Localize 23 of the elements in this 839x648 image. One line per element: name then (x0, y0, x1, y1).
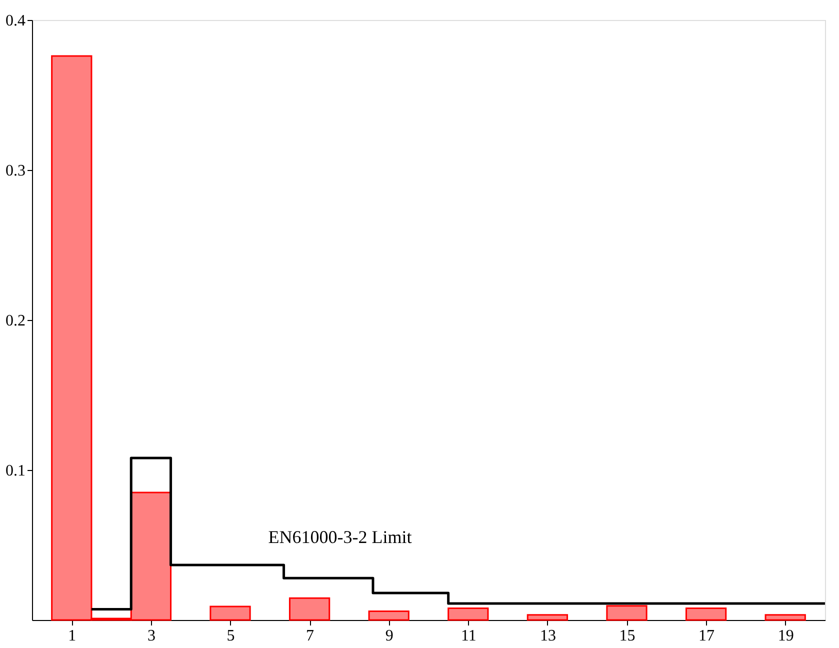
x-tick-label: 7 (306, 628, 314, 644)
x-tick-label: 3 (147, 628, 156, 644)
x-tick-label: 13 (540, 628, 556, 644)
x-tick-label: 15 (619, 628, 636, 644)
bar (764, 614, 806, 621)
bar (606, 605, 648, 621)
x-tick-label: 9 (385, 628, 394, 644)
bar (526, 614, 568, 621)
x-tick-label: 1 (68, 628, 76, 644)
x-tick-label: 17 (698, 628, 715, 644)
x-tick-label: 5 (226, 628, 235, 644)
annotation: EN61000-3-2 Limit (268, 527, 412, 547)
x-tick-label: 19 (778, 628, 794, 644)
x-tick-label: 11 (460, 628, 476, 644)
y-tick-label: 0.3 (6, 162, 26, 180)
bar (210, 606, 251, 621)
y-tick-label: 0.4 (6, 12, 26, 30)
bar (448, 608, 489, 621)
bar (368, 610, 410, 621)
bar (685, 608, 727, 621)
y-tick-label: 0.1 (6, 462, 26, 480)
bar (288, 597, 330, 621)
y-tick-label: 0.2 (6, 312, 26, 330)
